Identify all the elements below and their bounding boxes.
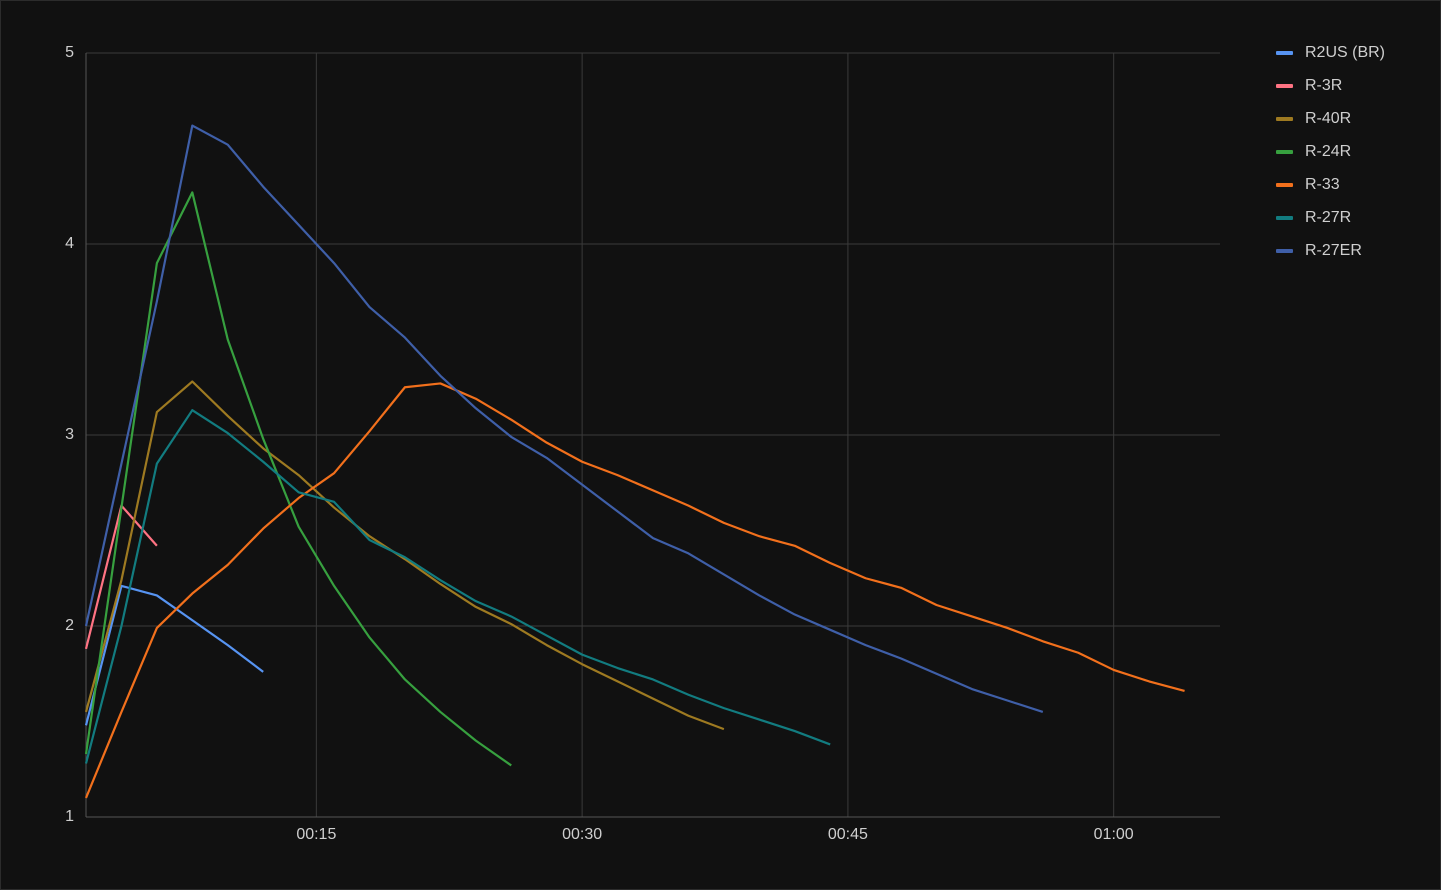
legend-swatch (1276, 150, 1293, 154)
series-line (84, 584, 264, 726)
y-tick-label: 1 (65, 808, 74, 825)
legend-label: R-24R (1305, 143, 1351, 160)
legend-label: R-40R (1305, 110, 1351, 127)
legend-swatch (1276, 84, 1293, 88)
x-tick-label: 00:15 (296, 826, 336, 843)
series-line (84, 409, 831, 764)
y-tick-label: 4 (65, 235, 74, 252)
legend-swatch (1276, 117, 1293, 121)
legend-label: R-27R (1305, 209, 1351, 226)
x-tick-label: 00:45 (828, 826, 868, 843)
series-line (84, 124, 1044, 713)
y-tick-label: 2 (65, 617, 74, 634)
legend-swatch (1276, 51, 1293, 55)
series-line (84, 382, 1185, 799)
y-tick-label: 5 (65, 44, 74, 61)
legend-swatch (1276, 249, 1293, 253)
series-line (84, 191, 512, 767)
legend-label: R-3R (1305, 77, 1342, 94)
series-line (84, 380, 725, 731)
legend-swatch (1276, 216, 1293, 220)
legend-label: R-27ER (1305, 242, 1362, 259)
x-tick-label: 00:30 (562, 826, 602, 843)
x-tick-label: 01:00 (1094, 826, 1134, 843)
legend-label: R-33 (1305, 176, 1340, 193)
legend-swatch (1276, 183, 1293, 187)
y-tick-label: 3 (65, 426, 74, 443)
legend-label: R2US (BR) (1305, 44, 1385, 61)
